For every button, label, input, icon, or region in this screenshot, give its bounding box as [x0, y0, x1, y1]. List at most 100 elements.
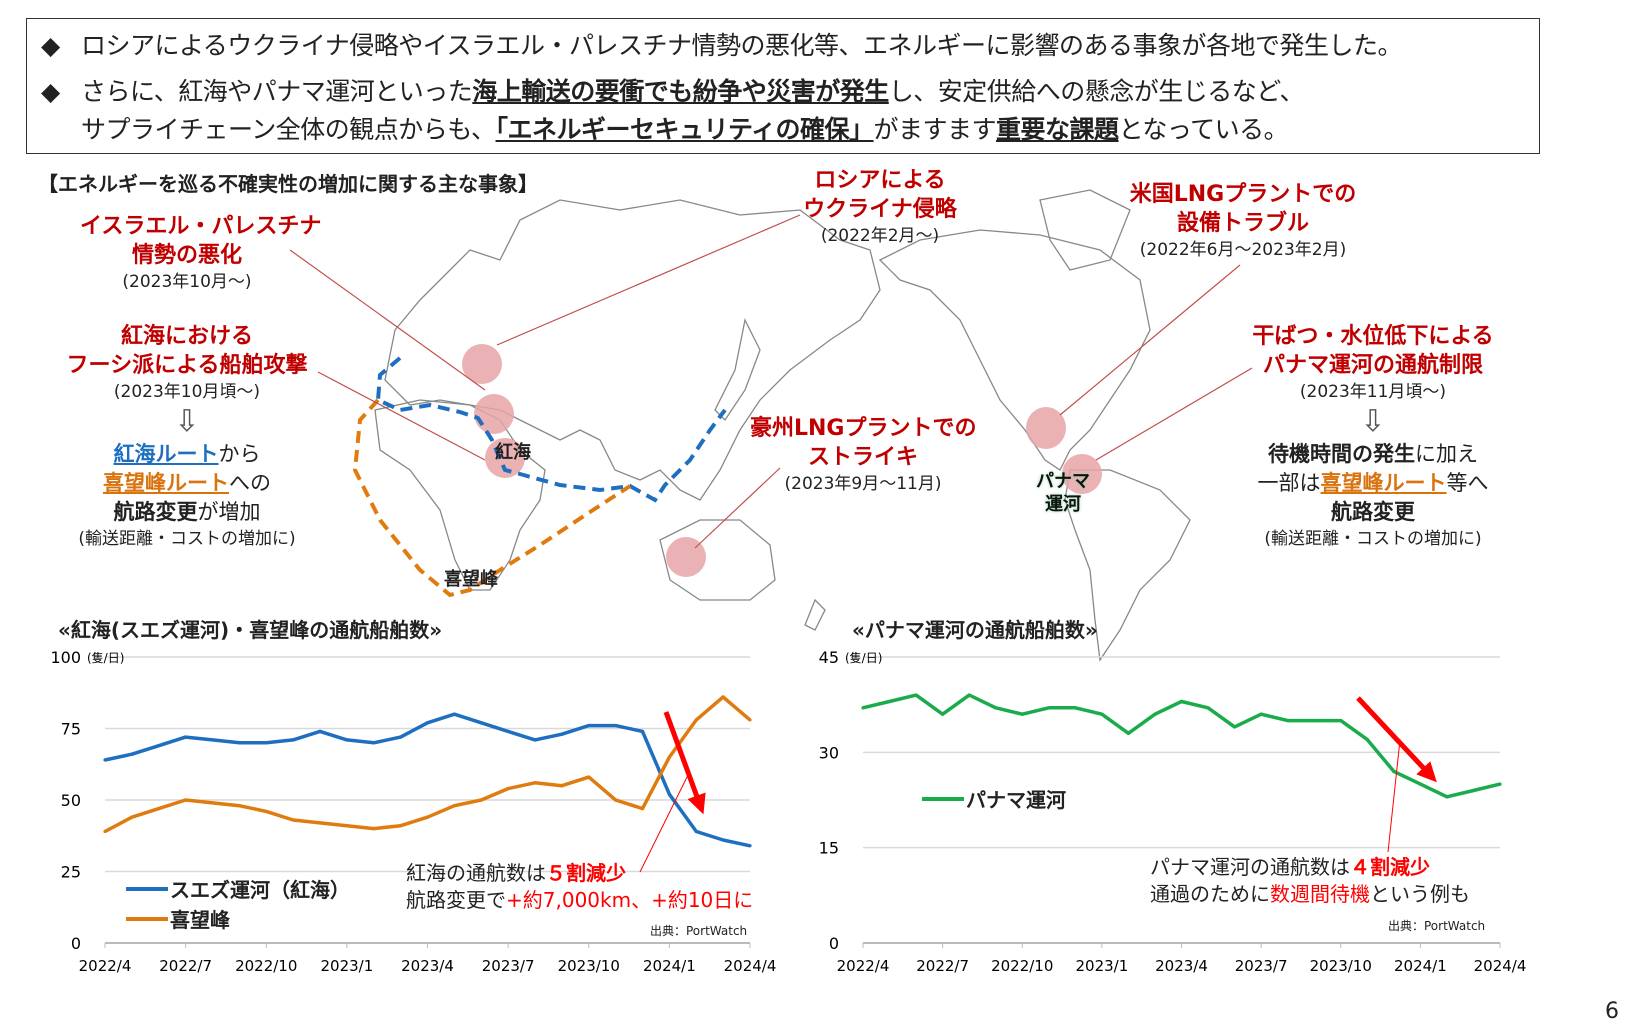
summary-box: ◆ ロシアによるウクライナ侵略やイスラエル・パレスチナ情勢の悪化等、エネルギーに影…: [26, 18, 1540, 154]
x-tick-label: 2022/7: [916, 957, 969, 975]
data-point: [479, 721, 483, 725]
x-tick-label: 2023/4: [401, 957, 454, 975]
data-point: [291, 818, 295, 822]
data-point: [533, 738, 537, 742]
diamond-bullet-icon: ◆: [41, 77, 60, 106]
chart2-source: 出典：PortWatch: [1388, 919, 1486, 933]
chart1-source: 出典：PortWatch: [650, 924, 748, 938]
x-tick-label: 2023/4: [1155, 957, 1208, 975]
data-point: [1047, 706, 1051, 710]
data-point: [184, 798, 188, 802]
data-point: [345, 738, 349, 742]
data-point: [157, 744, 161, 748]
left-result: 紅海ルートから 喜望峰ルートへの 航路変更が増加 (輸送距離・コストの増加に): [78, 442, 296, 549]
data-point: [1206, 706, 1210, 710]
decline-arrowhead: [687, 792, 706, 815]
data-point: [941, 712, 945, 716]
y-tick-label: 30: [819, 743, 839, 762]
panama-marker: [1062, 454, 1102, 494]
data-point: [1498, 782, 1502, 786]
data-point: [994, 706, 998, 710]
data-point: [1020, 712, 1024, 716]
data-point: [1418, 782, 1422, 786]
data-point: [560, 732, 564, 736]
y-tick-label: 100: [50, 648, 81, 667]
new-zealand-outline: [804, 598, 826, 631]
x-tick-label: 2022/10: [991, 957, 1053, 975]
x-tick-label: 2022/4: [79, 957, 132, 975]
x-tick-label: 2023/1: [320, 957, 373, 975]
x-tick-label: 2023/10: [1310, 957, 1372, 975]
data-point: [1259, 712, 1263, 716]
data-point: [103, 829, 107, 834]
south-america-outline: [1064, 469, 1191, 662]
y-tick-label: 0: [829, 934, 839, 953]
data-point: [640, 729, 645, 733]
greenland-outline: [1039, 189, 1131, 271]
data-point: [372, 741, 376, 745]
data-point: [748, 844, 752, 848]
red-sea-route: [375, 356, 727, 503]
data-point: [1392, 769, 1396, 773]
data-point: [721, 695, 725, 699]
data-point: [318, 821, 322, 825]
data-point: [667, 792, 671, 796]
annotation-pointer: [1387, 739, 1401, 853]
us-lng-marker: [1026, 407, 1066, 449]
diamond-bullet-icon: ◆: [41, 31, 60, 60]
data-point: [748, 718, 752, 722]
data-point: [264, 809, 268, 814]
summary-bullet-2: ◆ さらに、紅海やパナマ運河といった海上輸送の要衝でも紛争や災害が発生し、安定供給…: [41, 73, 1305, 111]
x-tick-label: 2022/10: [235, 957, 297, 975]
callout-lines: [289, 214, 1253, 549]
callout-red-sea: 紅海における フーシ派による船舶攻撃 (2023年10月頃～) ⇩ 紅海ルートか…: [62, 322, 312, 551]
annotation-pointer: [639, 774, 689, 873]
data-point: [506, 729, 510, 733]
data-point: [237, 804, 241, 808]
data-point: [264, 741, 268, 745]
y-tick-label: 25: [61, 863, 81, 882]
data-point: [318, 729, 322, 733]
data-point: [345, 824, 349, 828]
x-tick-label: 2024/1: [643, 957, 696, 975]
europe-asia-outline: [384, 199, 881, 501]
x-tick-label: 2023/7: [1235, 957, 1288, 975]
data-point: [372, 827, 376, 831]
x-tick-label: 2024/1: [1394, 957, 1447, 975]
summary-bullet-2-cont: サプライチェーン全体の観点からも、「エネルギーセキュリティの確保」がますます重要…: [81, 115, 1289, 144]
callout-russia: ロシアによる ウクライナ侵略 (2022年2月～): [803, 168, 957, 246]
africa-outline: [374, 399, 546, 591]
event-markers: [462, 344, 1102, 577]
down-arrow-icon: ⇩: [174, 404, 200, 439]
data-point: [1365, 738, 1369, 742]
data-point: [210, 738, 215, 742]
data-point: [1445, 795, 1449, 799]
data-point: [237, 741, 241, 745]
down-arrow-icon: ⇩: [1360, 404, 1386, 439]
chart2-legend-panama: パナマ運河: [922, 784, 1066, 813]
data-point: [130, 815, 134, 819]
data-point: [887, 699, 892, 704]
chart2-panama: 0 15 30 45 (隻/日) 2022/4 2022/7 2022/10 2023/1 202…: [819, 648, 1527, 975]
data-point: [914, 693, 918, 697]
data-point: [1286, 718, 1290, 723]
x-tick-label: 2022/7: [159, 957, 212, 975]
decline-arrow: [663, 711, 703, 806]
cape-route: [352, 398, 632, 598]
data-point: [861, 706, 865, 710]
chart2-annotation: パナマ運河の通航数は４割減少 通過のために数週間待機という例も: [1150, 855, 1470, 906]
panama-label: パナマ 運河: [1036, 471, 1090, 515]
data-point: [130, 752, 134, 756]
decline-arrowhead: [1416, 761, 1437, 783]
data-point: [452, 712, 456, 716]
data-point: [452, 804, 456, 808]
summary-bullet-1: ◆ ロシアによるウクライナ侵略やイスラエル・パレスチナ情勢の悪化等、エネルギーに影…: [41, 27, 1403, 65]
data-point: [1179, 699, 1184, 704]
ukraine-marker: [462, 344, 502, 384]
callout-us-lng: 米国LNGプラントでの 設備トラブル (2022年6月～2023年2月): [1129, 182, 1357, 260]
series-line-1: [104, 695, 752, 834]
x-tick-label: 2023/1: [1075, 957, 1128, 975]
y-tick-label: 50: [61, 791, 81, 810]
data-point: [694, 718, 698, 722]
